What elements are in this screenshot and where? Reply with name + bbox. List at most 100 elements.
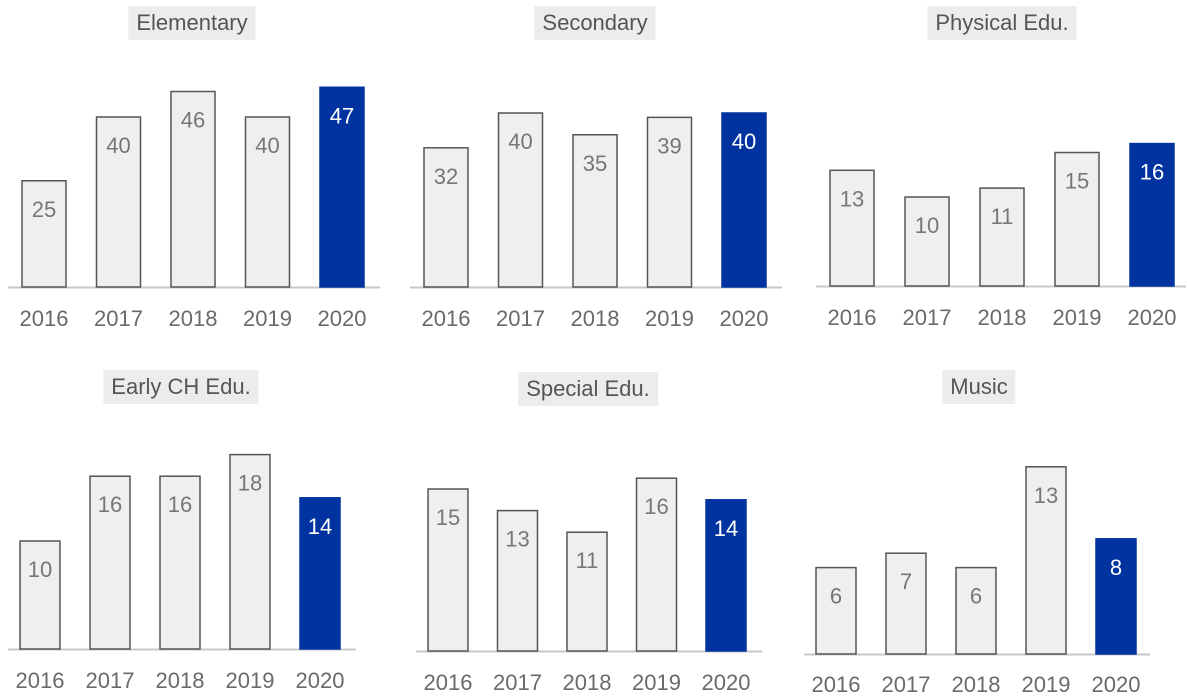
data-label: 32: [434, 164, 458, 189]
x-tick-label: 2020: [1128, 305, 1177, 330]
bar: [955, 566, 997, 655]
data-label: 35: [583, 151, 607, 176]
bar: [229, 453, 271, 650]
bar: [244, 116, 291, 288]
bar: [904, 196, 950, 287]
bar: [979, 187, 1025, 287]
bar-chart: 13 2016 10 2017 11 2018 15 2019 16 2020: [816, 142, 1186, 330]
bar: [21, 180, 67, 288]
bar: [19, 540, 61, 650]
x-tick-label: 2017: [94, 306, 143, 331]
bar-highlight: [705, 499, 747, 652]
x-tick-label: 2020: [720, 306, 769, 331]
chart-title: Secondary: [534, 6, 656, 40]
bar: [1054, 151, 1100, 287]
bar: [423, 147, 469, 288]
bar: [885, 552, 927, 655]
x-tick-label: 2019: [1022, 672, 1071, 696]
x-tick-label: 2016: [422, 306, 471, 331]
x-tick-label: 2019: [645, 306, 694, 331]
bar: [89, 475, 131, 650]
data-label: 16: [168, 492, 192, 517]
bar-highlight: [319, 86, 365, 288]
data-label: 6: [970, 584, 982, 609]
data-label: 13: [840, 186, 864, 211]
data-label: 10: [915, 213, 939, 238]
x-tick-label: 2020: [296, 668, 345, 693]
data-label: 10: [28, 557, 52, 582]
chart-title: Special Edu.: [518, 372, 658, 406]
bar: [1025, 466, 1067, 655]
x-tick-label: 2018: [156, 668, 205, 693]
bar-chart: 32 2016 40 2017 35 2018 39 2019 40 2020: [410, 112, 782, 331]
data-label: 47: [330, 103, 354, 128]
x-tick-label: 2017: [882, 672, 931, 696]
x-tick-label: 2018: [169, 306, 218, 331]
data-label: 15: [1065, 169, 1089, 194]
x-tick-label: 2020: [1092, 672, 1141, 696]
bar-chart: 15 2016 13 2017 11 2018 16 2019 14 2020: [416, 477, 762, 695]
x-tick-label: 2017: [493, 670, 542, 695]
bar-highlight: [299, 497, 341, 650]
bar-highlight: [1095, 538, 1137, 655]
data-label: 8: [1110, 555, 1122, 580]
data-label: 15: [436, 505, 460, 530]
data-label: 6: [830, 584, 842, 609]
bar: [159, 475, 201, 650]
bar-chart: 10 2016 16 2017 16 2018 18 2019 14 2020: [8, 453, 356, 693]
bar-highlight: [721, 112, 767, 288]
bar: [170, 90, 216, 288]
bar: [95, 116, 142, 288]
x-tick-label: 2017: [903, 305, 952, 330]
bar: [572, 134, 618, 288]
x-tick-label: 2019: [226, 668, 275, 693]
bar: [566, 531, 608, 652]
data-label: 40: [255, 133, 279, 158]
data-label: 11: [991, 204, 1014, 229]
bar-highlight: [1129, 142, 1175, 287]
x-tick-label: 2017: [86, 668, 135, 693]
x-tick-label: 2019: [632, 670, 681, 695]
x-tick-label: 2019: [243, 306, 292, 331]
data-label: 40: [508, 129, 532, 154]
x-tick-label: 2018: [563, 670, 612, 695]
data-label: 16: [98, 492, 122, 517]
data-label: 39: [657, 133, 681, 158]
bar: [635, 477, 678, 652]
data-label: 13: [505, 527, 529, 552]
chart-title: Early CH Edu.: [103, 370, 259, 404]
x-tick-label: 2018: [952, 672, 1001, 696]
bar: [497, 112, 544, 288]
bar-chart: 6 2016 7 2017 6 2018 13 2019 8 2020: [804, 466, 1150, 696]
data-label: 7: [900, 569, 912, 594]
x-tick-label: 2017: [496, 306, 545, 331]
data-label: 16: [644, 494, 668, 519]
data-label: 25: [32, 197, 56, 222]
x-tick-label: 2018: [571, 306, 620, 331]
data-label: 40: [732, 129, 756, 154]
bar: [815, 566, 857, 655]
x-tick-label: 2016: [828, 305, 877, 330]
bar: [829, 169, 875, 287]
chart-title: Elementary: [128, 6, 256, 40]
x-tick-label: 2020: [702, 670, 751, 695]
bar: [427, 488, 469, 652]
x-tick-label: 2018: [978, 305, 1027, 330]
data-label: 40: [106, 133, 130, 158]
data-label: 14: [714, 516, 738, 541]
bar: [496, 509, 539, 652]
data-label: 18: [238, 471, 262, 496]
x-tick-label: 2016: [20, 306, 69, 331]
chart-title: Music: [942, 370, 1016, 404]
bar: [646, 116, 693, 288]
x-tick-label: 2016: [424, 670, 473, 695]
data-label: 11: [576, 548, 599, 573]
data-label: 46: [181, 108, 205, 133]
x-tick-label: 2020: [318, 306, 367, 331]
data-label: 14: [308, 514, 332, 539]
bar-chart: 25 2016 40 2017 46 2018 40 2019 47 2020: [8, 86, 380, 331]
data-label: 13: [1034, 483, 1058, 508]
x-tick-label: 2019: [1053, 305, 1102, 330]
x-tick-label: 2016: [812, 672, 861, 696]
